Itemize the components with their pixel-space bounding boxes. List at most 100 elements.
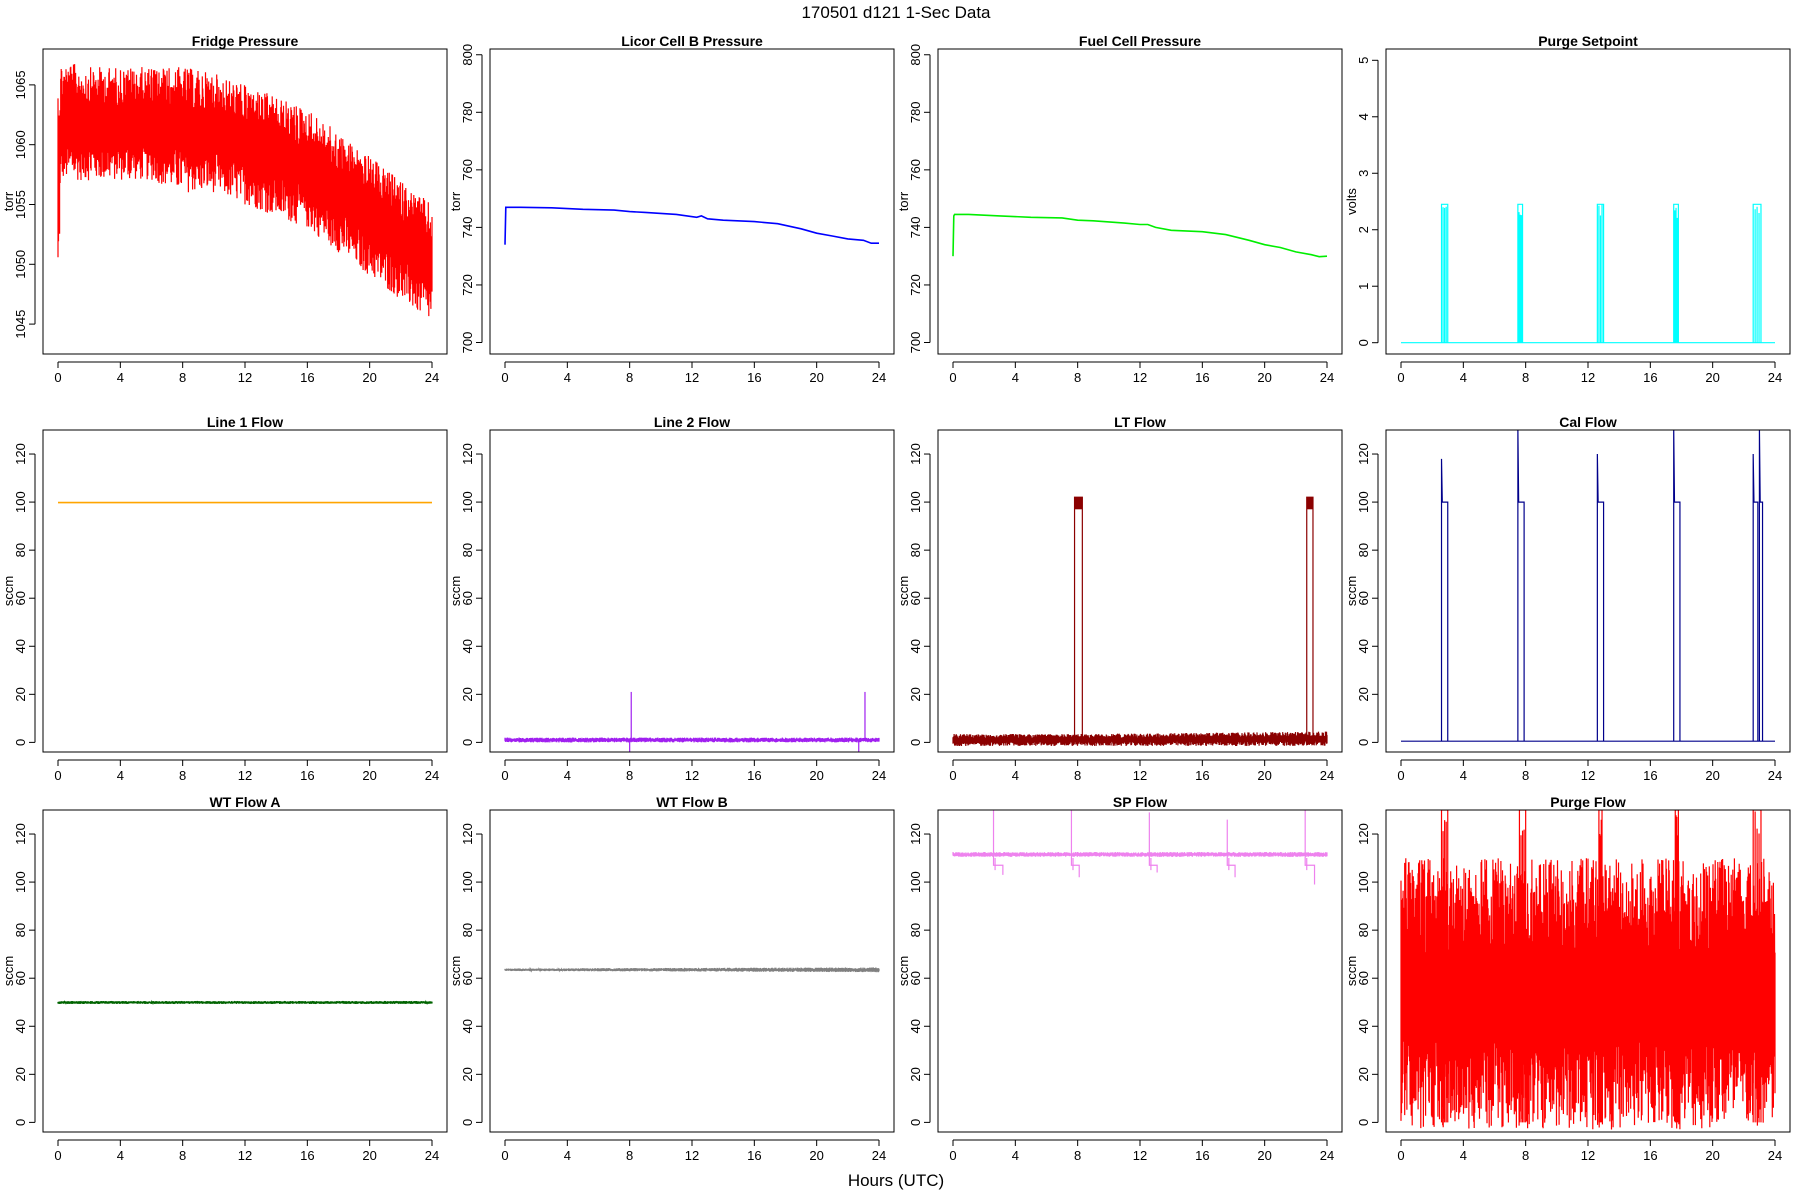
chart-1-y-tick-label: 1055 xyxy=(13,190,28,219)
chart-7-y-tick-label: 0 xyxy=(908,739,923,746)
chart-12-y-axis-label: sccm xyxy=(1344,956,1359,986)
chart-11-y-tick-label: 0 xyxy=(908,1119,923,1126)
chart-6-y-tick-label: 20 xyxy=(460,687,475,701)
chart-12-title: Purge Flow xyxy=(1550,794,1626,810)
chart-2-plot-area xyxy=(504,206,879,245)
chart-11-y-axis-label: sccm xyxy=(896,956,911,986)
chart-4-y-tick-label: 1 xyxy=(1356,283,1371,290)
chart-12-x-tick-label: 4 xyxy=(1460,1148,1467,1163)
chart-10-y-tick-label: 20 xyxy=(460,1067,475,1081)
chart-6-y-tick-label: 100 xyxy=(460,491,475,513)
chart-7-frame xyxy=(937,429,1343,753)
chart-2-x-tick-label: 24 xyxy=(872,370,886,385)
chart-7-x-tick-label: 12 xyxy=(1133,768,1147,783)
chart-3-x-tick-label: 8 xyxy=(1074,370,1081,385)
chart-5-x-tick-label: 12 xyxy=(238,768,252,783)
chart-9-y-tick-label: 60 xyxy=(13,971,28,985)
chart-3-x-axis: 0 4 8 12 16 20 24 xyxy=(949,361,1334,385)
chart-3-y-axis: 700 720 740 760 780 800 torr xyxy=(896,44,931,353)
chart-6-y-tick-label: 40 xyxy=(460,639,475,653)
chart-10-series xyxy=(504,966,880,973)
chart-8-frame xyxy=(1385,429,1791,753)
chart-6-title: Line 2 Flow xyxy=(654,414,730,430)
chart-2-x-tick-label: 16 xyxy=(747,370,761,385)
chart-11-frame xyxy=(937,809,1343,1133)
chart-12-y-tick-label: 100 xyxy=(1356,871,1371,893)
chart-7-y-tick-label: 40 xyxy=(908,639,923,653)
chart-7-x-tick-label: 20 xyxy=(1257,768,1271,783)
chart-2-y-tick-label: 740 xyxy=(460,217,475,239)
chart-8-pulse xyxy=(1440,458,1449,742)
chart-11: SP Flow 0 4 8 12 16 20 24 0 20 40 60 80 100 120 sccm xyxy=(896,794,1343,1163)
chart-12-frame xyxy=(1385,809,1791,1133)
chart-5-x-tick-label: 20 xyxy=(362,768,376,783)
chart-9-plot-area xyxy=(57,999,433,1006)
chart-8-y-tick-label: 80 xyxy=(1356,543,1371,557)
chart-3-series-line xyxy=(952,213,1328,258)
chart-5-y-tick-label: 20 xyxy=(13,687,28,701)
chart-2-y-tick-label: 800 xyxy=(460,44,475,66)
chart-2-x-tick-label: 4 xyxy=(564,370,571,385)
chart-9-y-tick-label: 80 xyxy=(13,923,28,937)
chart-5-y-tick-label: 120 xyxy=(13,443,28,465)
chart-12-y-tick-label: 20 xyxy=(1356,1067,1371,1081)
chart-3-y-tick-label: 740 xyxy=(908,217,923,239)
chart-7-x-axis: 0 4 8 12 16 20 24 xyxy=(949,759,1334,783)
chart-5-x-tick-label: 24 xyxy=(425,768,439,783)
chart-4-frame xyxy=(1385,48,1791,355)
chart-3-plot-area xyxy=(952,213,1328,258)
chart-10-x-axis: 0 4 8 12 16 20 24 xyxy=(501,1139,886,1163)
chart-7-series xyxy=(952,731,1328,747)
chart-2-x-tick-label: 0 xyxy=(501,370,508,385)
chart-9-title: WT Flow A xyxy=(209,794,280,810)
chart-12-y-tick-label: 80 xyxy=(1356,923,1371,937)
chart-11-dip xyxy=(1148,812,1158,873)
chart-10-title: WT Flow B xyxy=(656,794,728,810)
chart-8-x-tick-label: 0 xyxy=(1397,768,1404,783)
chart-4-x-tick-label: 16 xyxy=(1643,370,1657,385)
chart-7-y-tick-label: 80 xyxy=(908,543,923,557)
figure-x-axis-label: Hours (UTC) xyxy=(848,1171,944,1190)
chart-2-y-axis-label: torr xyxy=(448,191,463,211)
chart-2-y-tick-label: 760 xyxy=(460,159,475,181)
chart-2-frame xyxy=(489,48,895,355)
chart-10-y-tick-label: 60 xyxy=(460,971,475,985)
chart-10-y-axis-label: sccm xyxy=(448,956,463,986)
chart-10-x-tick-label: 12 xyxy=(685,1148,699,1163)
chart-1-x-tick-label: 12 xyxy=(238,370,252,385)
chart-6-series xyxy=(504,737,880,743)
chart-9-x-tick-label: 16 xyxy=(300,1148,314,1163)
chart-11-y-tick-label: 100 xyxy=(908,871,923,893)
chart-8-pulse xyxy=(1596,454,1605,742)
chart-9-y-tick-label: 40 xyxy=(13,1019,28,1033)
chart-3-x-tick-label: 16 xyxy=(1195,370,1209,385)
chart-8-y-axis-label: sccm xyxy=(1344,576,1359,606)
chart-5-x-tick-label: 0 xyxy=(54,768,61,783)
chart-8-x-tick-label: 4 xyxy=(1460,768,1467,783)
chart-2-x-tick-label: 12 xyxy=(685,370,699,385)
chart-10-x-tick-label: 0 xyxy=(501,1148,508,1163)
chart-10-y-tick-label: 0 xyxy=(460,1119,475,1126)
chart-9-series xyxy=(57,999,433,1006)
chart-11-y-tick-label: 40 xyxy=(908,1019,923,1033)
chart-3-y-tick-label: 760 xyxy=(908,159,923,181)
chart-4-pulse xyxy=(1517,203,1524,343)
chart-4-x-axis: 0 4 8 12 16 20 24 xyxy=(1397,361,1782,385)
chart-4-x-tick-label: 0 xyxy=(1397,370,1404,385)
chart-9-x-tick-label: 24 xyxy=(425,1148,439,1163)
chart-9-x-tick-label: 8 xyxy=(179,1148,186,1163)
chart-7: LT Flow 0 4 8 12 16 20 24 0 20 40 60 80 100 120 sccm xyxy=(896,414,1343,783)
chart-3-x-tick-label: 4 xyxy=(1012,370,1019,385)
chart-4-pulse xyxy=(1673,203,1679,343)
chart-4-title: Purge Setpoint xyxy=(1538,33,1638,49)
chart-7-y-axis: 0 20 40 60 80 100 120 sccm xyxy=(896,443,931,746)
chart-1-x-tick-label: 8 xyxy=(179,370,186,385)
chart-3-y-tick-label: 780 xyxy=(908,101,923,123)
chart-11-x-tick-label: 20 xyxy=(1257,1148,1271,1163)
chart-3-y-axis-label: torr xyxy=(896,191,911,211)
chart-4-y-tick-label: 5 xyxy=(1356,57,1371,64)
chart-5-x-tick-label: 16 xyxy=(300,768,314,783)
chart-7-x-tick-label: 8 xyxy=(1074,768,1081,783)
chart-7-y-tick-label: 100 xyxy=(908,491,923,513)
